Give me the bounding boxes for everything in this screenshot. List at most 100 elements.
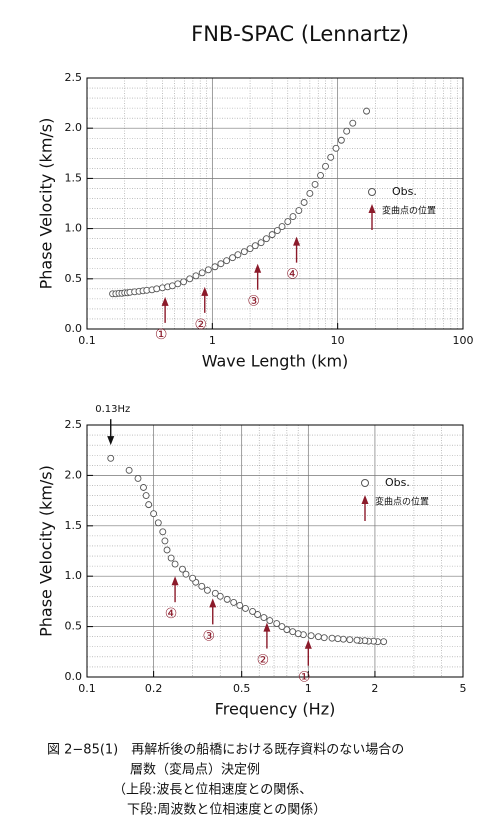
data-point — [223, 595, 231, 603]
data-point — [278, 223, 286, 231]
plot-frame — [86, 77, 464, 330]
data-point — [380, 638, 388, 646]
y-tick-label: 0.5 — [65, 272, 83, 285]
y-tick-label: 2.0 — [65, 468, 83, 481]
annotation-label: ④ — [286, 267, 299, 283]
data-point — [266, 617, 274, 625]
data-point — [223, 257, 231, 265]
data-point — [204, 266, 212, 274]
data-point — [317, 171, 324, 179]
annotation-arrow-head — [263, 622, 271, 632]
data-point — [353, 636, 361, 644]
annotation-label: ② — [257, 653, 270, 669]
legend-label: Obs. — [385, 476, 410, 489]
legend-marker — [361, 479, 369, 487]
annotation-label: ② — [194, 317, 207, 333]
data-point — [289, 628, 297, 636]
data-point — [189, 574, 197, 582]
x-tick-label: 1 — [305, 682, 312, 695]
y-tick-label: 1.5 — [65, 519, 83, 532]
data-point — [150, 510, 158, 518]
y-tick-label: 2.5 — [65, 71, 83, 84]
y-tick-label: 1.0 — [65, 569, 83, 582]
data-point — [314, 633, 322, 641]
data-point — [343, 127, 351, 135]
data-point — [332, 144, 340, 152]
caption-line: 層数（変局点）決定例 — [130, 762, 260, 778]
x-tick-label: 0.2 — [145, 682, 163, 695]
annotation-arrow-head — [171, 576, 179, 586]
legend-arrow-head — [368, 204, 376, 213]
legend-label: 変曲点の位置 — [375, 496, 429, 508]
legend-arrow-head — [361, 495, 369, 504]
data-point — [236, 601, 244, 609]
x-tick-label: 0.1 — [78, 682, 96, 695]
data-point — [311, 180, 319, 188]
data-point — [254, 611, 262, 618]
data-point — [346, 636, 354, 644]
data-point — [327, 153, 335, 161]
data-point — [107, 454, 115, 462]
data-point — [257, 239, 265, 247]
x-axis-label: Wave Length (km) — [202, 352, 349, 371]
data-point — [289, 213, 297, 221]
data-point — [260, 614, 268, 621]
data-point — [229, 254, 237, 262]
data-point — [251, 242, 259, 250]
data-point — [192, 272, 200, 280]
data-point — [198, 269, 206, 277]
annotation-arrow-head — [304, 639, 312, 649]
data-point — [284, 218, 292, 226]
x-tick-label: 0.1 — [78, 334, 96, 347]
data-point — [268, 231, 276, 239]
data-point — [167, 554, 175, 562]
annotation-arrow-head — [161, 296, 169, 306]
data-point — [134, 474, 142, 482]
annotation-arrow-head — [201, 286, 209, 296]
data-point — [295, 207, 303, 214]
data-point — [262, 235, 270, 243]
data-point — [163, 546, 171, 554]
caption-line: 下段:周波数と位相速度との関係） — [127, 802, 326, 818]
data-point — [322, 162, 329, 170]
data-point — [180, 278, 188, 286]
caption-line: （上段:波長と位相速度との関係、 — [113, 782, 312, 798]
legend-label: 変曲点の位置 — [382, 205, 436, 217]
chart-title: FNB-SPAC (Lennartz) — [191, 22, 409, 46]
y-tick-label: 0.0 — [65, 670, 83, 683]
data-point — [217, 260, 225, 268]
data-point — [125, 466, 133, 474]
annotation-label: ③ — [202, 628, 215, 644]
annotation-arrow-head — [293, 236, 301, 246]
data-point — [273, 620, 281, 628]
y-axis-label: Phase Velocity (km/s) — [37, 465, 56, 637]
data-point — [198, 582, 206, 590]
data-point — [246, 245, 254, 253]
x-tick-label: 5 — [460, 682, 467, 695]
annotation-arrow-head — [107, 436, 115, 446]
y-tick-label: 0.5 — [65, 620, 83, 633]
legend-marker — [368, 188, 376, 196]
data-point — [153, 285, 161, 293]
data-point — [161, 537, 169, 545]
data-point — [234, 251, 242, 259]
data-point — [174, 280, 182, 288]
data-point — [186, 275, 194, 283]
annotation-label: ③ — [247, 294, 260, 310]
y-tick-label: 2.5 — [65, 418, 83, 431]
y-axis-label: Phase Velocity (km/s) — [37, 118, 56, 290]
data-point — [306, 190, 314, 197]
data-point — [337, 136, 345, 144]
data-point — [273, 227, 281, 235]
plot-frame — [86, 424, 464, 678]
x-tick-label: 2 — [371, 682, 378, 695]
x-tick-label: 10 — [331, 334, 345, 347]
x-tick-label: 100 — [453, 334, 474, 347]
data-point — [363, 107, 370, 115]
y-tick-label: 2.0 — [65, 121, 83, 134]
annotation-label: 0.13Hz — [95, 404, 130, 415]
data-point — [240, 248, 248, 256]
data-point — [154, 519, 162, 527]
data-point — [328, 634, 336, 642]
